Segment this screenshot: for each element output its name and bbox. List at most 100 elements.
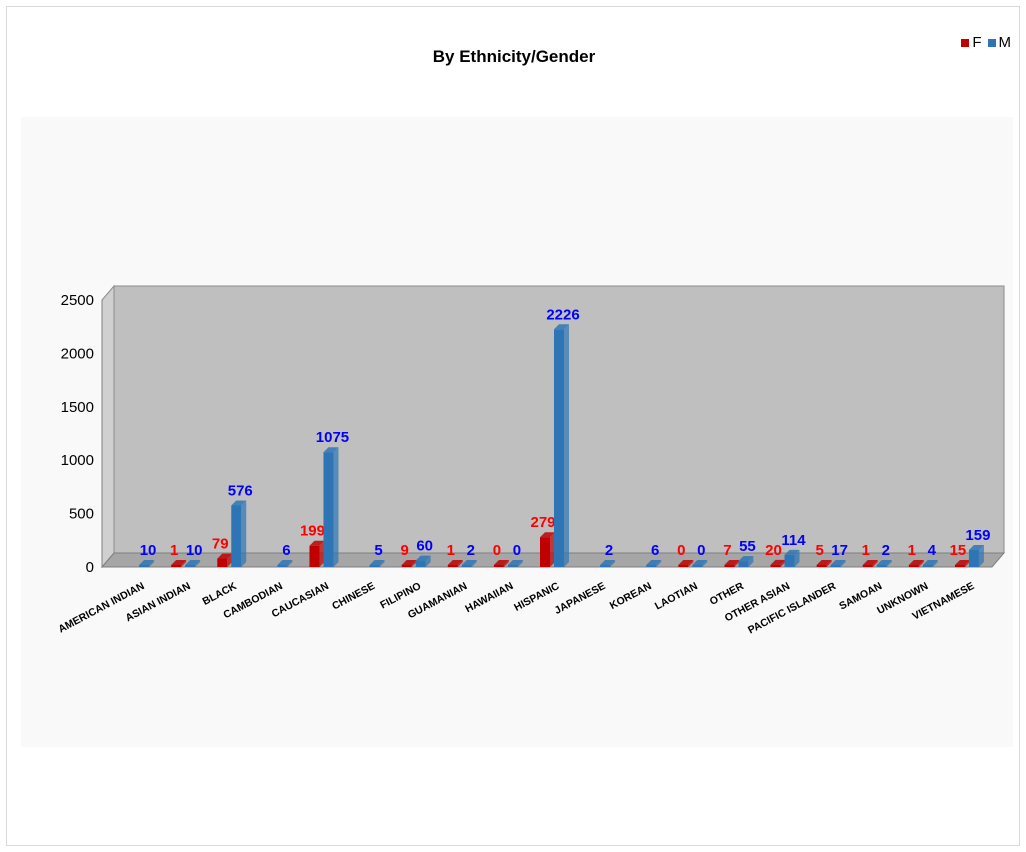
- bar-male: [968, 550, 979, 567]
- bar-female-side: [181, 560, 187, 567]
- y-tick-label: 1000: [61, 452, 94, 469]
- bar-female: [540, 537, 550, 567]
- data-label-male: 2: [882, 542, 890, 559]
- bar-female: [770, 564, 781, 567]
- bar-male-side: [656, 560, 662, 567]
- bar-female-side: [964, 560, 970, 567]
- data-label-male: 6: [282, 542, 290, 559]
- bar-male: [784, 554, 795, 567]
- bar-male-side: [932, 560, 938, 567]
- data-label-female: 0: [677, 542, 685, 559]
- bar-male: [185, 565, 196, 567]
- data-label-male: 10: [140, 542, 157, 559]
- data-label-male: 5: [374, 542, 382, 559]
- bar-female-side: [227, 553, 233, 567]
- bar-male-side: [978, 545, 984, 567]
- data-label-female: 20: [765, 542, 782, 559]
- data-label-male: 2: [467, 542, 475, 559]
- bar-male-side: [517, 560, 523, 567]
- y-tick-label: 2500: [61, 292, 94, 309]
- data-label-female: 79: [212, 536, 229, 553]
- bar-female: [171, 565, 182, 567]
- bar-male-side: [702, 560, 708, 567]
- bar-female-side: [550, 532, 555, 567]
- bar-female: [493, 565, 504, 567]
- bar-male-side: [425, 555, 431, 567]
- data-label-female: 279: [530, 514, 555, 531]
- bar-male: [415, 560, 426, 567]
- bar-female: [447, 565, 458, 567]
- legend-item-f: F: [961, 34, 982, 51]
- bar-male: [139, 565, 150, 567]
- legend-label-m: M: [998, 34, 1012, 51]
- bar-female: [724, 565, 735, 567]
- y-tick-label: 0: [86, 559, 94, 576]
- data-label-female: 0: [493, 542, 501, 559]
- bar-female: [816, 565, 827, 567]
- data-label-male: 0: [697, 542, 705, 559]
- side-wall: [101, 284, 115, 569]
- data-label-female: 1: [447, 542, 455, 559]
- bar-female-side: [872, 560, 878, 567]
- data-label-male: 2: [605, 542, 613, 559]
- bar-male-side: [241, 500, 247, 567]
- bar-male-side: [840, 560, 846, 567]
- bar-male: [323, 452, 334, 567]
- data-label-female: 5: [815, 542, 823, 559]
- bar-female-side: [319, 540, 325, 567]
- bar-female-side: [826, 560, 832, 567]
- bar-male: [600, 565, 611, 567]
- data-label-male: 60: [416, 538, 433, 555]
- legend-swatch-m: [987, 38, 996, 47]
- bar-female-side: [457, 560, 463, 567]
- chart-title: By Ethnicity/Gender: [432, 47, 596, 66]
- data-label-female: 199: [300, 523, 325, 540]
- bar-male-side: [748, 556, 754, 567]
- bar-female: [678, 565, 689, 567]
- bar-female-side: [411, 560, 417, 567]
- data-label-male: 6: [651, 542, 659, 559]
- bar-male-side: [287, 560, 293, 567]
- bar-male: [277, 565, 288, 567]
- data-label-male: 1075: [316, 429, 349, 446]
- bar-female: [401, 565, 412, 567]
- bar-male: [830, 565, 841, 567]
- y-tick-label: 1500: [61, 399, 94, 416]
- bar-male-side: [564, 324, 569, 567]
- bar-male: [369, 565, 380, 567]
- bar-male-side: [794, 549, 800, 567]
- bar-male-side: [610, 560, 616, 567]
- data-label-female: 1: [862, 542, 870, 559]
- data-label-male: 55: [739, 538, 756, 555]
- bar-male: [507, 565, 518, 567]
- data-label-male: 2226: [546, 306, 579, 323]
- bar-male: [646, 565, 657, 567]
- bar-male-side: [149, 560, 155, 567]
- x-tick-label: CHINESE: [330, 580, 377, 613]
- legend-swatch-f: [961, 38, 970, 47]
- data-label-male: 4: [928, 542, 937, 559]
- legend-label-f: F: [972, 34, 982, 51]
- bar-female-side: [780, 559, 786, 567]
- x-tick-label: HAWAIIAN: [463, 580, 515, 615]
- x-tick-label: PACIFIC ISLANDER: [746, 580, 838, 637]
- bar-male: [461, 565, 472, 567]
- y-tick-label: 500: [69, 506, 94, 523]
- data-label-female: 15: [950, 542, 967, 559]
- data-label-male: 576: [228, 482, 253, 499]
- bar-female-side: [918, 560, 924, 567]
- y-tick-label: 2000: [61, 345, 94, 362]
- x-tick-label: KOREAN: [608, 580, 654, 612]
- x-tick-label: JAPANESE: [553, 580, 608, 617]
- bar-female: [309, 545, 320, 567]
- data-label-female: 9: [401, 542, 409, 559]
- bar-male-side: [471, 560, 477, 567]
- data-label-male: 114: [781, 532, 806, 549]
- bar-male: [231, 505, 242, 567]
- bar-female: [954, 565, 965, 567]
- data-label-male: 159: [965, 527, 990, 544]
- legend-item-m: M: [987, 34, 1012, 51]
- data-label-female: 1: [908, 542, 916, 559]
- bar-male: [876, 565, 887, 567]
